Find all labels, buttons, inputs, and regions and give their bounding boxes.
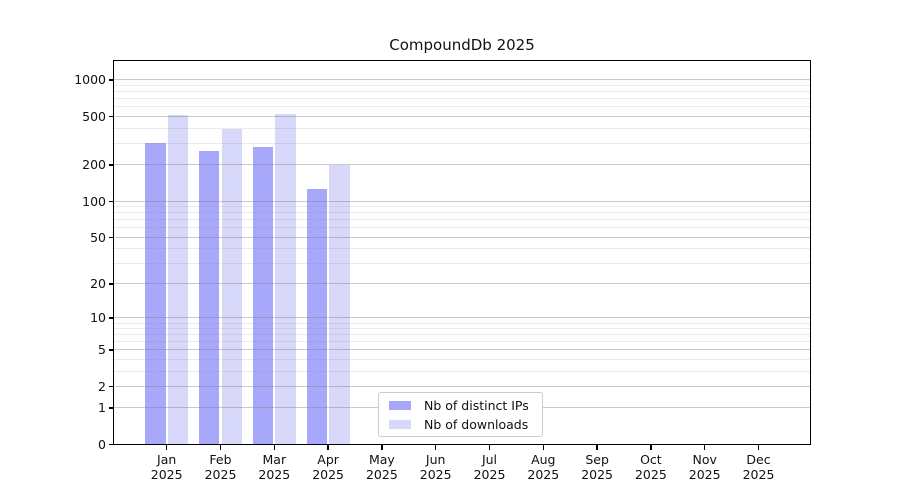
y-tick-label: 1	[98, 400, 106, 416]
plot-area	[112, 59, 812, 446]
x-tick	[704, 445, 706, 450]
y-tick-label: 20	[90, 276, 106, 292]
x-tick-label: Jul 2025	[473, 452, 506, 482]
bar-downloads-mar	[275, 114, 296, 444]
gridline-major	[114, 116, 810, 117]
y-tick	[109, 79, 114, 81]
legend-label: Nb of distinct IPs	[424, 397, 529, 413]
legend-swatch-distinct-ips	[389, 400, 411, 410]
x-tick-label: Oct 2025	[634, 452, 667, 482]
x-tick-label: May 2025	[365, 452, 398, 482]
y-tick	[109, 349, 114, 351]
x-tick-label: Jan 2025	[150, 452, 183, 482]
gridline-minor	[114, 219, 810, 221]
plot-spine-right	[810, 59, 812, 446]
y-tick-label: 50	[90, 229, 106, 245]
x-tick	[596, 445, 598, 450]
gridline-major	[114, 164, 810, 166]
x-tick	[435, 445, 437, 450]
gridline-minor	[114, 91, 810, 93]
gridline-minor	[114, 142, 810, 144]
gridline-minor	[114, 328, 810, 330]
gridline-minor	[114, 212, 810, 214]
y-tick-label: 1000	[74, 72, 106, 88]
legend-item-distinct-ips: Nb of distinct IPs	[389, 398, 542, 413]
x-tick-label: Feb 2025	[204, 452, 237, 482]
y-tick-label: 200	[82, 157, 106, 173]
gridline-minor	[114, 127, 810, 129]
plot-spine-left	[112, 59, 114, 446]
gridline-major	[114, 317, 810, 319]
bar-ips-mar	[252, 147, 274, 444]
bar-downloads-jan	[167, 115, 189, 444]
gridline-minor	[114, 370, 810, 372]
y-tick	[109, 283, 114, 285]
gridline-major	[114, 349, 810, 351]
x-tick	[542, 445, 544, 450]
legend-label: Nb of downloads	[424, 416, 529, 432]
y-tick-label: 10	[90, 310, 106, 326]
x-tick	[327, 445, 329, 450]
bar-ips-apr	[306, 189, 327, 444]
legend-swatch-downloads	[389, 419, 411, 429]
gridline-minor	[114, 334, 810, 336]
x-tick-label: Aug 2025	[527, 452, 560, 482]
x-tick	[757, 445, 760, 450]
y-tick-label: 0	[98, 437, 106, 452]
gridline-major	[114, 386, 810, 388]
gridline-minor	[114, 85, 810, 87]
bar-ips-feb	[198, 150, 220, 444]
x-tick-label: Jun 2025	[419, 452, 452, 482]
y-tick	[109, 317, 114, 319]
gridline-minor	[114, 227, 810, 229]
gridline-minor	[114, 262, 810, 264]
gridline-minor	[114, 106, 810, 108]
y-tick-label: 5	[98, 342, 106, 358]
gridline-major	[114, 200, 810, 202]
gridline-minor	[114, 98, 810, 100]
y-tick-label: 500	[82, 109, 106, 124]
y-tick	[109, 386, 114, 388]
x-tick	[488, 445, 491, 450]
y-tick-label: 100	[82, 193, 106, 209]
legend-item-downloads: Nb of downloads	[389, 417, 542, 432]
x-tick	[219, 445, 222, 450]
legend: Nb of distinct IPs Nb of downloads	[378, 392, 543, 437]
y-tick	[109, 236, 114, 238]
y-tick	[109, 444, 114, 446]
gridline-minor	[114, 359, 810, 361]
plot-spine-bottom	[112, 444, 812, 446]
bar-ips-jan	[145, 142, 166, 444]
y-tick	[109, 116, 114, 118]
gridline-major	[114, 79, 810, 81]
x-tick	[166, 445, 168, 450]
bar-downloads-apr	[329, 164, 350, 444]
x-tick	[650, 445, 652, 450]
x-tick-label: Dec 2025	[742, 452, 775, 482]
plot-spine-top	[112, 59, 812, 61]
y-tick-label: 2	[98, 379, 106, 395]
y-tick	[109, 407, 114, 409]
y-tick	[109, 200, 114, 202]
gridline-minor	[114, 206, 810, 207]
x-tick-label: Apr 2025	[312, 452, 344, 482]
gridline-minor	[114, 248, 810, 250]
x-tick-label: Sep 2025	[581, 452, 613, 482]
x-tick-label: Mar 2025	[258, 452, 291, 482]
gridline-minor	[114, 322, 810, 324]
gridline-minor	[114, 341, 810, 343]
bar-downloads-feb	[221, 129, 243, 444]
x-tick-label: Nov 2025	[688, 452, 721, 482]
y-tick	[109, 164, 114, 166]
gridline-major	[114, 236, 810, 238]
x-tick	[381, 445, 383, 450]
chart-title: CompoundDb 2025	[389, 36, 535, 54]
x-tick	[273, 445, 275, 450]
gridline-major	[114, 283, 810, 285]
